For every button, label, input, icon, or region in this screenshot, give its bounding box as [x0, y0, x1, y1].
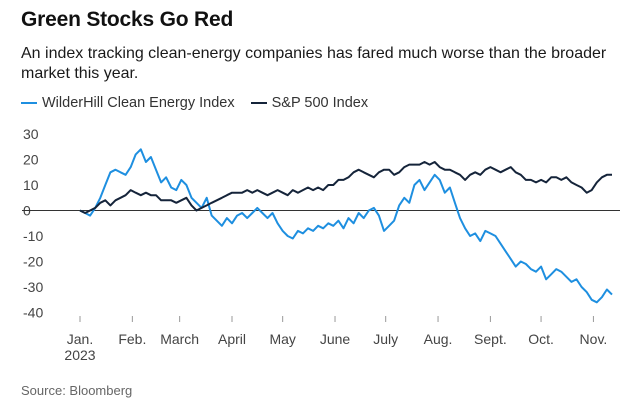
x-tick-label: Nov. [580, 331, 608, 347]
x-tick-label: Oct. [528, 331, 554, 347]
legend-item-clean-energy: WilderHill Clean Energy Index [21, 95, 235, 111]
y-tick-label: 10 [23, 177, 39, 193]
x-tick-label: June [320, 331, 351, 347]
x-tick-label: May [269, 331, 295, 347]
x-tick-label: Aug. [424, 331, 453, 347]
y-tick-label: 30 [23, 126, 39, 142]
x-tick-sublabel: 2023 [64, 347, 95, 363]
y-tick-label: -40 [23, 305, 43, 321]
series-line-clean-energy [79, 148, 613, 304]
chart-subtitle: An index tracking clean-energy companies… [21, 45, 607, 82]
legend: WilderHill Clean Energy Index S&P 500 In… [21, 95, 384, 111]
x-tick-label: July [373, 331, 398, 347]
y-tick-label: -30 [23, 279, 43, 295]
chart-title: Green Stocks Go Red [21, 8, 234, 31]
y-tick-label: 20 [23, 152, 39, 168]
legend-swatch-clean-energy [21, 102, 37, 104]
legend-item-sp500: S&P 500 Index [250, 95, 369, 111]
series-line-sp500 [79, 161, 612, 214]
legend-swatch-sp500 [250, 102, 267, 104]
source-note: Source: Bloomberg [21, 383, 133, 398]
y-tick-label: -10 [23, 228, 43, 244]
x-tick-label: April [218, 331, 246, 347]
x-tick-label: Jan. [67, 331, 93, 347]
y-tick-label: -20 [23, 254, 43, 270]
x-tick-label: Feb. [118, 331, 146, 347]
legend-label-sp500: S&P 500 Index [271, 95, 369, 111]
x-tick-label: Sept. [474, 331, 507, 347]
legend-label-clean-energy: WilderHill Clean Energy Index [42, 95, 235, 111]
x-tick-label: March [160, 331, 199, 347]
